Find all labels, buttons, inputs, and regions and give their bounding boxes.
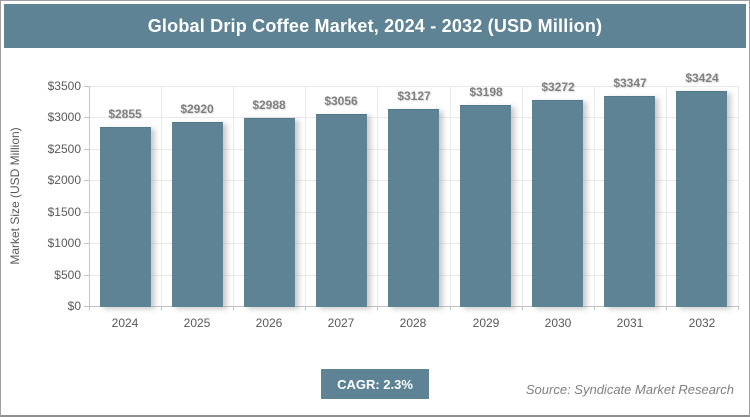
y-axis-tick [84, 149, 89, 150]
x-axis-tick [594, 306, 595, 310]
bar-2026 [244, 118, 295, 307]
source-attribution: Source: Syndicate Market Research [525, 382, 734, 397]
bar-2029 [460, 105, 511, 307]
y-axis-tick [84, 306, 89, 307]
x-tick-label-2032: 2032 [688, 316, 716, 330]
x-tick-label-2028: 2028 [399, 316, 427, 330]
bar-value-label-2024: $2855 [108, 107, 142, 121]
x-tick-label-2025: 2025 [183, 316, 211, 330]
cagr-badge: CAGR: 2.3% [321, 369, 429, 399]
y-tick-label: $2500 [47, 142, 81, 156]
y-tick-label: $2000 [47, 173, 81, 187]
y-axis-line [89, 86, 90, 306]
bar-value-label-2025: $2920 [180, 102, 214, 116]
x-axis-tick [233, 306, 234, 310]
bar-2028 [388, 109, 439, 307]
chart-title-bar: Global Drip Coffee Market, 2024 - 2032 (… [4, 4, 746, 48]
bar-value-label-2031: $3347 [613, 76, 647, 90]
bar-2032 [676, 91, 727, 307]
y-axis-tick [84, 117, 89, 118]
gridline [738, 86, 739, 306]
bar-2031 [604, 96, 655, 307]
gridline [233, 86, 234, 306]
gridline [594, 86, 595, 306]
gridline [666, 86, 667, 306]
y-tick-label: $500 [54, 268, 81, 282]
bar-2024 [100, 127, 151, 307]
bar-value-label-2029: $3198 [469, 85, 503, 99]
gridline [161, 86, 162, 306]
cagr-label: CAGR: 2.3% [337, 376, 413, 392]
y-tick-label: $3500 [47, 79, 81, 93]
x-tick-label-2027: 2027 [327, 316, 355, 330]
x-axis-tick [305, 306, 306, 310]
x-tick-label-2029: 2029 [472, 316, 500, 330]
y-axis-title: Market Size (USD Million) [8, 127, 22, 265]
x-axis-tick [161, 306, 162, 310]
gridline [450, 86, 451, 306]
y-tick-label: $0 [67, 299, 81, 313]
bar-2027 [316, 114, 367, 307]
y-tick-label: $3000 [47, 110, 81, 124]
gridline [522, 86, 523, 306]
x-tick-label-2026: 2026 [255, 316, 283, 330]
y-axis-tick [84, 180, 89, 181]
bar-value-label-2027: $3056 [324, 94, 358, 108]
x-tick-label-2031: 2031 [616, 316, 644, 330]
bar-value-label-2030: $3272 [541, 80, 575, 94]
bar-2030 [532, 100, 583, 307]
gridline [305, 86, 306, 306]
gridline [89, 86, 738, 87]
bar-value-label-2028: $3127 [397, 89, 431, 103]
gridline [377, 86, 378, 306]
x-axis-tick [89, 306, 90, 310]
x-axis-tick [450, 306, 451, 310]
x-axis-tick [666, 306, 667, 310]
x-tick-label-2030: 2030 [544, 316, 572, 330]
bar-2025 [172, 122, 223, 307]
y-axis-tick [84, 86, 89, 87]
y-tick-label: $1000 [47, 236, 81, 250]
bar-value-label-2026: $2988 [252, 98, 286, 112]
x-tick-label-2024: 2024 [111, 316, 139, 330]
y-axis-tick [84, 275, 89, 276]
bar-value-label-2032: $3424 [685, 71, 719, 85]
x-axis-tick [522, 306, 523, 310]
y-tick-label: $1500 [47, 205, 81, 219]
x-axis-tick [377, 306, 378, 310]
y-axis-tick [84, 243, 89, 244]
chart-title: Global Drip Coffee Market, 2024 - 2032 (… [147, 15, 603, 36]
y-axis-tick [84, 212, 89, 213]
x-axis-tick [738, 306, 739, 310]
